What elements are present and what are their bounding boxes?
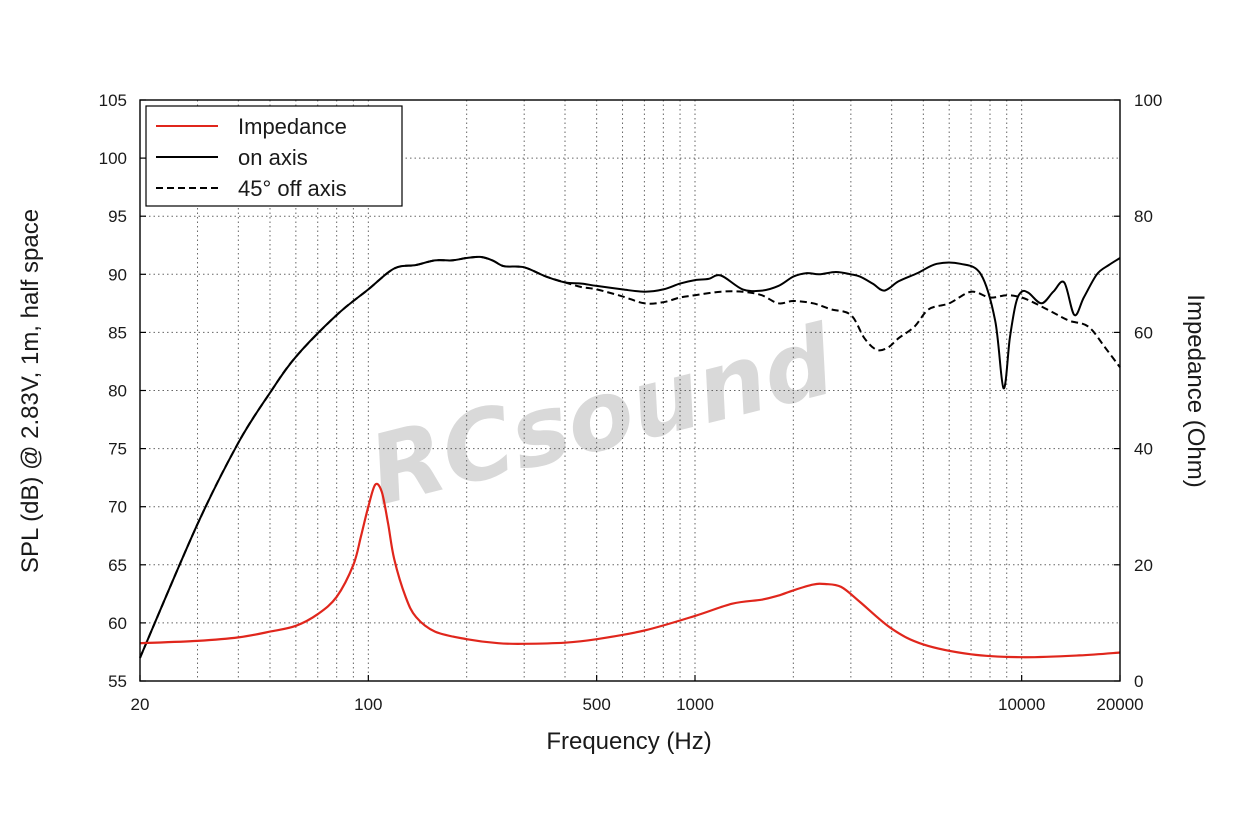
y-tick-label: 55 bbox=[108, 672, 127, 691]
y-axis-title: SPL (dB) @ 2.83V, 1m, half space bbox=[17, 209, 44, 573]
y2-tick-label: 20 bbox=[1134, 556, 1153, 575]
x-tick-label: 1000 bbox=[676, 695, 714, 714]
y-tick-label: 100 bbox=[99, 149, 127, 168]
legend-label-impedance: Impedance bbox=[238, 114, 347, 139]
y-tick-label: 70 bbox=[108, 498, 127, 517]
y2-axis-title: Impedance (Ohm) bbox=[1182, 294, 1209, 487]
y-tick-label: 90 bbox=[108, 265, 127, 284]
x-tick-label: 500 bbox=[582, 695, 610, 714]
x-tick-label: 20000 bbox=[1096, 695, 1143, 714]
series-on-axis-line bbox=[139, 255, 1121, 659]
y-tick-label: 85 bbox=[108, 323, 127, 342]
y-tick-label: 65 bbox=[108, 556, 127, 575]
y-tick-label: 75 bbox=[108, 440, 127, 459]
legend-label-on-axis: on axis bbox=[238, 145, 308, 170]
y2-tick-label: 0 bbox=[1134, 672, 1143, 691]
y2-tick-label: 80 bbox=[1134, 207, 1153, 226]
x-tick-label: 10000 bbox=[998, 695, 1045, 714]
y2-tick-label: 100 bbox=[1134, 91, 1162, 110]
data-series bbox=[139, 255, 1121, 659]
x-axis-title: Frequency (Hz) bbox=[546, 728, 711, 755]
y2-tick-label: 40 bbox=[1134, 440, 1153, 459]
y-tick-label: 95 bbox=[108, 207, 127, 226]
x-tick-label: 20 bbox=[131, 695, 150, 714]
legend-label-off-axis: 45° off axis bbox=[238, 176, 347, 201]
series-impedance-line bbox=[139, 482, 1121, 659]
axes: 55 60 65 70 75 80 85 90 95 100 105 0 20 40 60 80 100 20 10… bbox=[99, 91, 1163, 714]
y-tick-label: 60 bbox=[108, 614, 127, 633]
y-tick-label: 80 bbox=[108, 382, 127, 401]
legend: Impedance on axis 45° off axis bbox=[145, 105, 403, 207]
x-tick-label: 100 bbox=[354, 695, 382, 714]
legend-box bbox=[145, 105, 403, 207]
y-tick-label: 105 bbox=[99, 91, 127, 110]
watermark-logo: RCsound bbox=[358, 304, 845, 527]
y2-tick-label: 60 bbox=[1134, 323, 1153, 342]
